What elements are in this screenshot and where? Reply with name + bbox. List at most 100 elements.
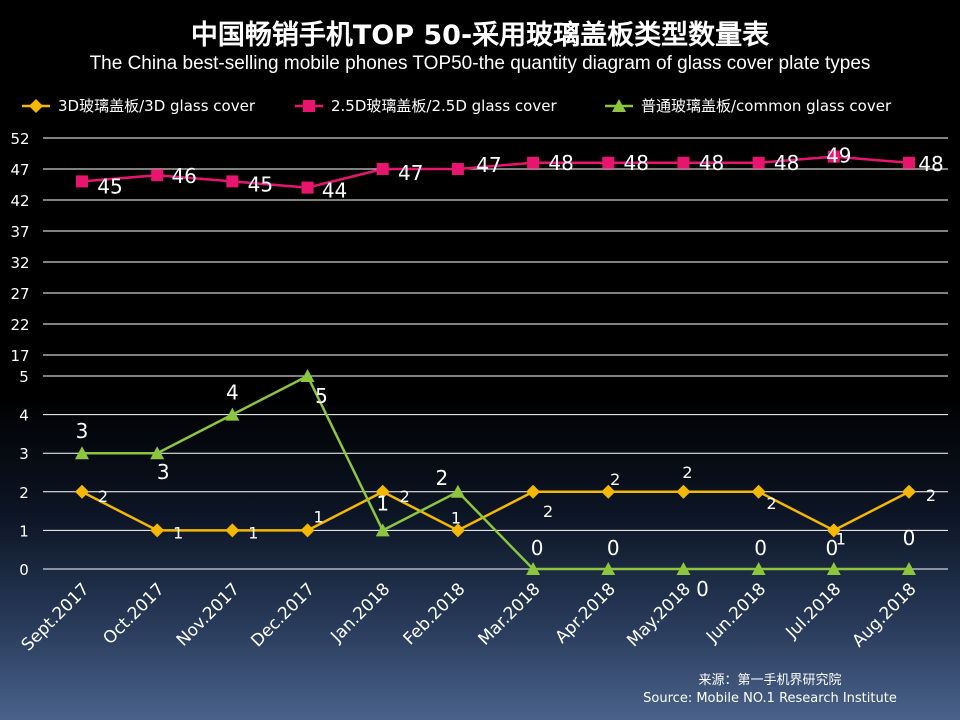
data-point [677,156,690,169]
data-label: 44 [322,179,347,203]
data-label: 45 [97,174,122,198]
y-tick-lower: 2 [19,484,29,502]
data-point [151,169,164,182]
data-point [450,523,465,538]
y-tick-upper: 47 [10,161,29,179]
data-label: 48 [774,151,799,175]
legend-marker [303,100,315,112]
data-point [450,484,465,498]
y-tick-lower: 5 [19,368,29,386]
y-tick-lower: 3 [19,445,29,463]
data-point [226,175,239,188]
grid [43,137,948,570]
data-point [225,407,240,421]
data-point [601,562,616,575]
data-point [451,163,464,175]
legend-label: 普通玻璃盖板/common glass cover [641,97,892,115]
data-point [375,484,390,499]
data-point [676,484,691,499]
data-label: 0 [825,536,838,560]
data-label: 1 [248,523,258,542]
data-label: 2 [543,502,553,521]
data-label: 1 [836,529,846,548]
series-line [81,155,910,189]
y-tick-lower: 4 [19,407,29,425]
x-tick-label: Jan.2018 [326,579,394,647]
x-tick-label: Apr.2018 [552,579,620,647]
x-tick-label: Oct.2017 [99,579,168,648]
data-point [301,181,314,194]
data-label: 1 [173,523,183,542]
data-label: 0 [607,536,620,560]
data-label: 0 [696,577,709,601]
y-tick-upper: 52 [10,130,29,148]
legend-label: 2.5D玻璃盖板/2.5D glass cover [331,97,557,115]
x-tick-label: Dec.2017 [247,579,319,651]
data-label: 0 [754,536,767,560]
data-point [75,446,89,460]
y-tick-upper: 22 [10,316,29,334]
chart-title: 中国畅销手机TOP 50-采用玻璃盖板类型数量表 [191,20,769,51]
data-label: 2 [682,463,692,482]
data-point [376,163,389,175]
source-cn: 来源：第一手机界研究院 [698,673,841,688]
data-point [602,156,615,169]
data-label: 49 [826,144,851,168]
chart-subtitle: The China best-selling mobile phones TOP… [90,53,871,74]
x-tick-label: Jul.2018 [782,579,846,643]
data-point [902,484,916,499]
data-point [375,523,390,537]
series-line [81,490,910,532]
source-en: Source: Mobile NO.1 Research Institute [643,691,897,706]
data-label: 48 [624,151,649,175]
series [75,150,916,575]
legend-marker [612,99,626,112]
x-tick-label: Jun.2018 [702,579,770,647]
data-label: 2 [610,470,620,489]
data-point [150,523,165,538]
y-tick-upper: 27 [10,285,29,303]
data-point [903,156,915,169]
data-label: 5 [315,384,328,408]
data-label: 1 [451,508,461,527]
data-label: 0 [531,536,544,560]
data-point [225,523,240,538]
y-tick-upper: 37 [10,223,29,241]
data-point [751,562,766,575]
y-tick-upper: 32 [10,254,29,272]
data-label: 45 [248,172,273,196]
data-point [751,484,766,499]
y-tick-upper: 42 [10,192,29,210]
y-tick-lower: 1 [19,522,29,540]
x-tick-label: Nov.2017 [173,579,244,650]
data-point [527,156,540,169]
data-label: 0 [903,526,916,550]
legend-marker [29,99,43,113]
data-point [300,369,315,382]
data-point [75,484,89,499]
data-label: 46 [171,164,196,188]
data-label: 2 [767,494,777,513]
data-label: 1 [376,491,389,515]
data-label: 48 [548,151,573,175]
x-tick-label: Aug.2018 [848,579,920,651]
data-label: 47 [476,153,501,177]
x-tick-label: Feb.2018 [400,579,470,649]
data-point [300,523,315,538]
data-label: 4 [226,381,239,405]
data-point [601,484,616,499]
y-tick-upper: 17 [10,347,29,365]
data-point [76,175,88,188]
legend-label: 3D玻璃盖板/3D glass cover [58,97,256,115]
data-point [752,156,765,169]
data-label: 47 [398,161,423,185]
data-label: 2 [436,466,449,490]
data-point [826,562,841,575]
data-label: 3 [157,460,170,484]
data-point [826,523,841,538]
data-point [676,562,691,575]
data-label: 2 [400,487,410,506]
